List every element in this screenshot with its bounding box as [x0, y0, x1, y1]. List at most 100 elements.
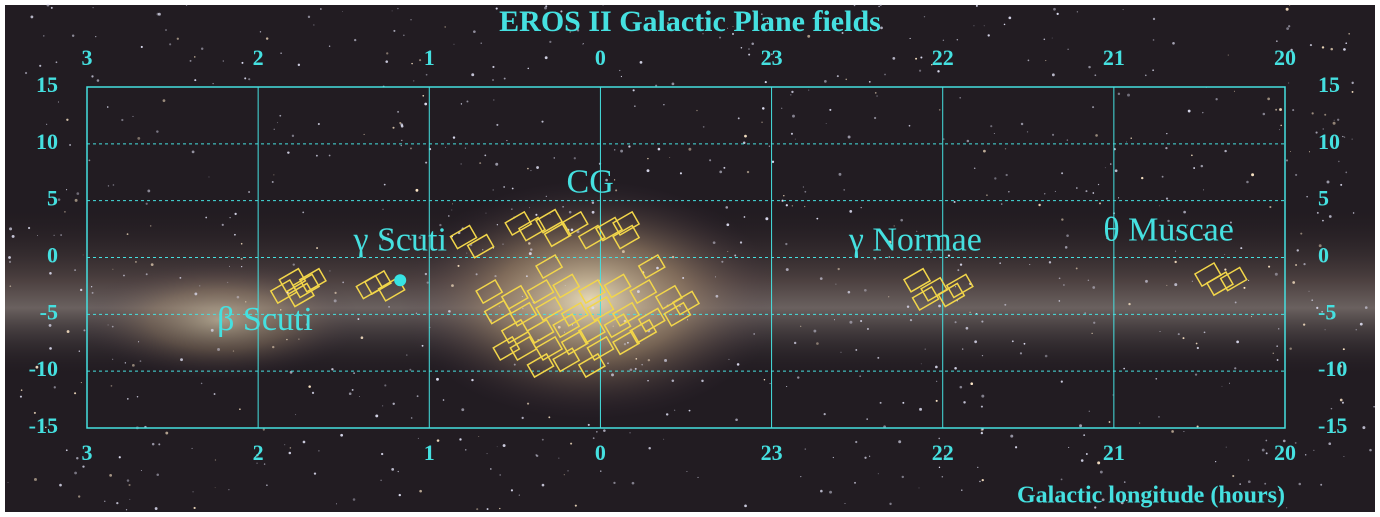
- star: [1118, 197, 1120, 199]
- star: [931, 64, 933, 66]
- star: [229, 265, 230, 267]
- star: [1324, 329, 1326, 331]
- star: [1305, 454, 1307, 456]
- star: [502, 243, 504, 245]
- star: [983, 149, 986, 153]
- star: [808, 89, 810, 91]
- star: [1279, 129, 1281, 131]
- field: [577, 352, 606, 379]
- star: [1288, 4, 1291, 6]
- field: [526, 352, 555, 379]
- star: [510, 489, 514, 492]
- star: [111, 325, 114, 328]
- star: [1061, 218, 1064, 221]
- star: [1060, 478, 1063, 481]
- star: [1330, 407, 1333, 410]
- star: [986, 194, 988, 196]
- star: [792, 114, 795, 118]
- x-tick-label: 2: [253, 45, 264, 70]
- star: [656, 266, 659, 270]
- star: [869, 455, 871, 457]
- star: [1337, 118, 1340, 121]
- star: [1076, 187, 1078, 189]
- star: [262, 428, 265, 431]
- star: [1174, 260, 1177, 264]
- star: [528, 252, 532, 256]
- star: [192, 491, 194, 493]
- star: [416, 395, 419, 398]
- star: [920, 363, 922, 365]
- star: [1286, 507, 1288, 509]
- star: [241, 266, 243, 268]
- star: [511, 208, 513, 210]
- star: [582, 42, 584, 45]
- star: [600, 470, 602, 472]
- star: [1187, 109, 1191, 113]
- star: [492, 78, 495, 82]
- star: [1309, 44, 1313, 47]
- star: [664, 358, 668, 362]
- star: [1227, 54, 1229, 56]
- star: [527, 67, 530, 70]
- star: [936, 380, 938, 382]
- star: [1295, 173, 1298, 177]
- star: [620, 75, 623, 78]
- star: [999, 262, 1001, 264]
- annotation: β Scuti: [217, 301, 313, 338]
- star: [743, 216, 746, 218]
- star: [1318, 244, 1322, 248]
- star: [1285, 7, 1289, 11]
- star: [96, 79, 100, 82]
- star: [1279, 108, 1283, 112]
- star: [137, 136, 141, 140]
- star: [631, 481, 635, 485]
- x-tick-label: 20: [1274, 45, 1296, 70]
- star: [66, 330, 70, 333]
- star: [1088, 65, 1091, 69]
- star: [1280, 124, 1282, 127]
- star: [1141, 176, 1144, 180]
- star: [448, 310, 451, 313]
- star: [1322, 219, 1324, 222]
- star: [1265, 439, 1268, 442]
- star: [909, 319, 913, 322]
- star: [620, 149, 623, 153]
- star: [688, 147, 692, 151]
- star: [479, 162, 482, 165]
- star: [406, 354, 408, 356]
- field: [671, 290, 701, 316]
- star: [360, 336, 364, 339]
- star: [1166, 133, 1168, 135]
- star: [244, 77, 247, 80]
- star: [628, 145, 631, 148]
- star: [748, 53, 751, 56]
- star: [1166, 284, 1168, 286]
- star: [671, 82, 675, 86]
- x-tick-label: 3: [82, 45, 93, 70]
- star: [518, 494, 520, 496]
- star: [149, 225, 152, 227]
- star: [302, 440, 306, 444]
- star: [217, 348, 220, 351]
- field: [355, 274, 384, 300]
- star: [619, 69, 621, 72]
- star: [702, 126, 705, 128]
- star: [1362, 426, 1366, 430]
- star: [1320, 483, 1323, 486]
- star: [419, 59, 422, 62]
- star: [1161, 175, 1164, 178]
- star: [64, 211, 66, 213]
- star: [126, 479, 130, 482]
- star: [308, 385, 311, 388]
- star: [723, 166, 726, 169]
- star: [1345, 42, 1348, 45]
- star: [287, 151, 290, 154]
- star: [530, 248, 533, 251]
- star: [849, 210, 853, 213]
- star: [771, 160, 775, 164]
- star: [112, 358, 114, 360]
- star: [1308, 290, 1310, 292]
- star: [1087, 279, 1090, 282]
- star: [961, 348, 964, 350]
- star: [388, 306, 390, 308]
